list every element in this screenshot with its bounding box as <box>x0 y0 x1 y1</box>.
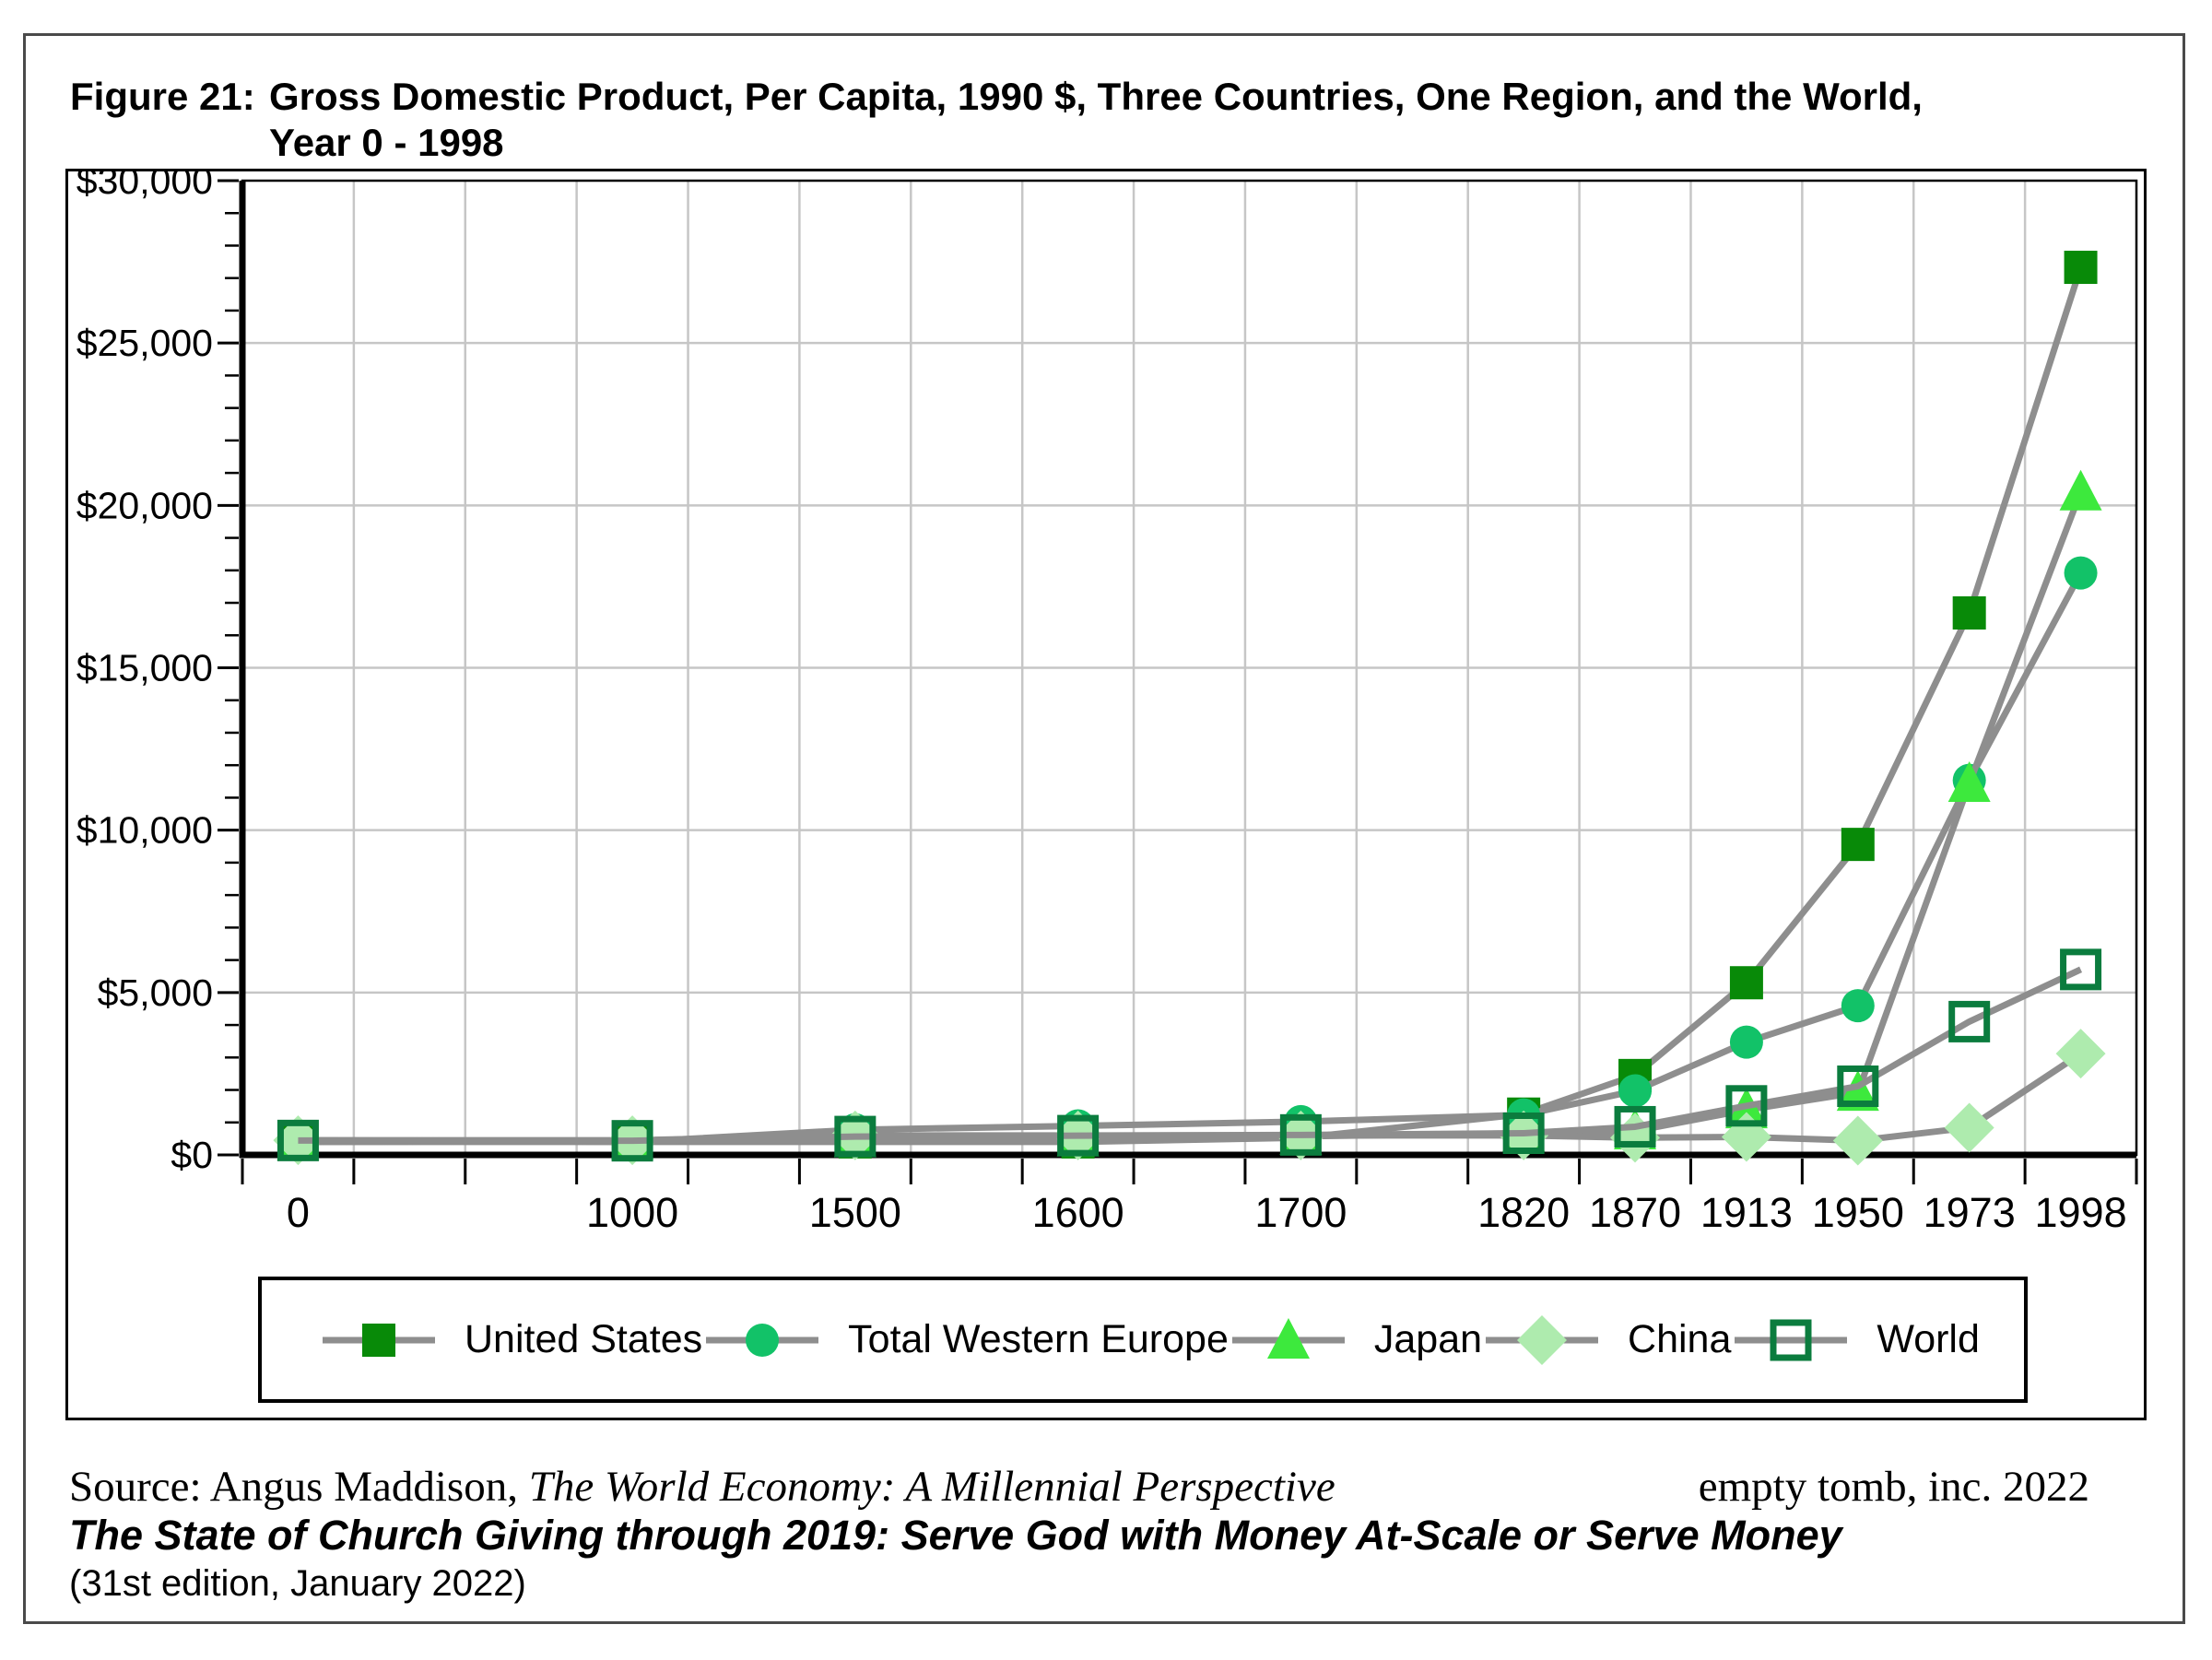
chart-area: $0 $5,000 $10,000 $15,000 $20,000 $25,000 $30,… <box>65 169 2147 1420</box>
legend-item-world: World <box>1731 1308 1980 1372</box>
source-prefix: Source: Angus Maddison, <box>69 1463 529 1511</box>
marker-world-1950 <box>1837 1065 1879 1108</box>
marker-china-1950 <box>1832 1115 1883 1166</box>
y-axis-label: $15,000 <box>76 647 213 689</box>
plot-svg: $0 $5,000 $10,000 $15,000 $20,000 $25,000 $30,… <box>76 169 2138 1236</box>
legend-item-total-western-europe: Total Western Europe <box>702 1308 1229 1372</box>
marker-world-1870 <box>1614 1105 1656 1148</box>
legend-item-china: China <box>1482 1308 1731 1372</box>
marker-united-states-1950 <box>1841 828 1875 862</box>
x-axis-label: 1913 <box>1700 1189 1793 1236</box>
series-line-japan <box>298 490 2084 1146</box>
legend-label: World <box>1877 1317 1980 1361</box>
x-axis-label: 1500 <box>809 1189 901 1236</box>
y-axis-label: $0 <box>171 1134 213 1176</box>
credit: empty tomb, inc. 2022 <box>1698 1463 2089 1511</box>
edition-note: (31st edition, January 2022) <box>69 1563 526 1604</box>
figure-number: Figure 21: <box>70 75 255 118</box>
legend-label: Japan <box>1373 1317 1483 1361</box>
legend-label: China <box>1628 1317 1732 1361</box>
source-row: Source: Angus Maddison, The World Econom… <box>69 1462 2089 1512</box>
marker-world-1600 <box>1057 1114 1100 1157</box>
legend-label: Total Western Europe <box>848 1317 1229 1361</box>
legend-marker-china <box>1517 1314 1568 1365</box>
filled-square-legend-icon <box>323 1323 435 1357</box>
x-axis-label: 1000 <box>586 1189 678 1236</box>
marker-world-0 <box>276 1119 319 1161</box>
marker-china-1973 <box>1944 1102 1994 1153</box>
marker-total-western-europe-1998 <box>2064 556 2098 590</box>
x-axis-label: 0 <box>287 1189 310 1236</box>
title-text: Gross Domestic Product, Per Capita, 1990… <box>269 74 1923 166</box>
series-line-world <box>298 966 2083 1145</box>
report-title: The State of Church Giving through 2019:… <box>69 1512 1842 1559</box>
marker-japan-1998 <box>2059 469 2102 511</box>
y-axis-label: $30,000 <box>76 169 213 202</box>
marker-world-1820 <box>1502 1112 1545 1154</box>
x-axis-label: 1870 <box>1589 1189 1681 1236</box>
marker-china-0 <box>273 1115 324 1166</box>
legend-marker-united-states <box>362 1323 395 1357</box>
marker-united-states-1913 <box>1729 966 1763 1000</box>
marker-united-states-1973 <box>1952 595 1986 630</box>
y-axis-label: $25,000 <box>76 322 213 364</box>
x-axis-label: 1600 <box>1032 1189 1124 1236</box>
series-line-united-states <box>298 265 2084 1146</box>
open-square-legend-icon <box>1735 1319 1848 1360</box>
y-axis-label: $5,000 <box>98 971 213 1014</box>
legend-item-japan: Japan <box>1229 1308 1482 1372</box>
marker-world-1500 <box>834 1115 877 1158</box>
legend-marker-world <box>1770 1319 1812 1360</box>
source-text: Source: Angus Maddison, The World Econom… <box>69 1462 1335 1512</box>
marker-world-1998 <box>2060 948 2102 991</box>
legend-item-united-states: United States <box>319 1308 702 1372</box>
marker-total-western-europe-1870 <box>1618 1074 1653 1108</box>
marker-united-states-1998 <box>2064 251 2098 285</box>
filled-circle-legend-icon <box>706 1323 819 1357</box>
marker-china-1998 <box>2055 1029 2106 1079</box>
marker-total-western-europe-1950 <box>1841 989 1875 1023</box>
title-line-2: Year 0 - 1998 <box>269 121 504 164</box>
marker-world-1000 <box>611 1120 653 1162</box>
x-axis-label: 1998 <box>2035 1189 2127 1236</box>
x-axis-label: 1820 <box>1477 1189 1570 1236</box>
marker-japan-1973 <box>1947 760 1991 802</box>
legend: United States Total Western Europe Japan Ch… <box>258 1277 2028 1403</box>
y-axis-label: $20,000 <box>76 484 213 526</box>
legend-label: United States <box>465 1317 703 1361</box>
y-axis-label: $10,000 <box>76 809 213 852</box>
x-axis-label: 1973 <box>1924 1189 2016 1236</box>
filled-triangle-legend-icon <box>1231 1317 1345 1359</box>
figure-title: Figure 21: Gross Domestic Product, Per C… <box>70 74 1923 166</box>
x-axis-label: 1950 <box>1812 1189 1904 1236</box>
marker-world-1973 <box>1948 1000 1991 1042</box>
source-book-title: The World Economy: A Millennial Perspect… <box>528 1463 1335 1511</box>
marker-total-western-europe-1913 <box>1729 1025 1763 1059</box>
marker-world-1913 <box>1725 1085 1768 1127</box>
marker-world-1700 <box>1279 1113 1322 1156</box>
series-line-total-western-europe <box>298 571 2084 1146</box>
x-axis-label: 1700 <box>1254 1189 1347 1236</box>
legend-marker-total-western-europe <box>746 1323 780 1357</box>
filled-diamond-legend-icon <box>1486 1314 1599 1365</box>
title-line-1: Gross Domestic Product, Per Capita, 1990… <box>269 75 1923 118</box>
legend-marker-japan <box>1266 1317 1310 1359</box>
